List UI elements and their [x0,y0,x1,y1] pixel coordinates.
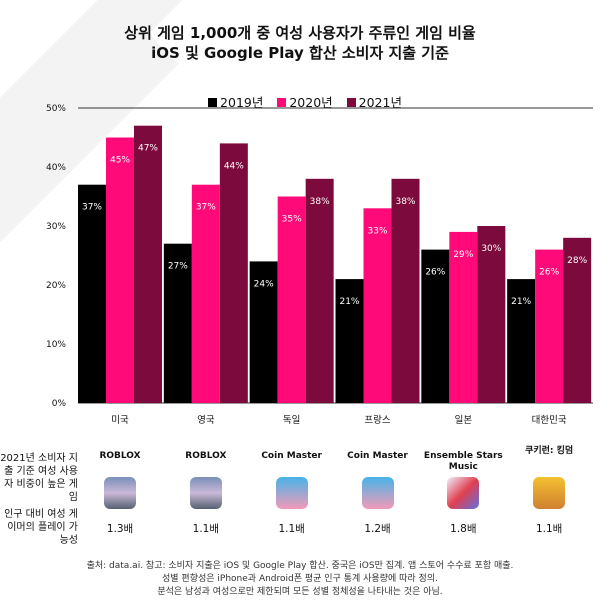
multiplier: 1.2배 [364,523,391,535]
y-tick-label: 30% [46,222,66,232]
data-label: 30% [481,244,501,254]
multiplier: 1.1배 [278,523,305,535]
bar [249,261,278,403]
data-label: 47% [138,144,158,154]
bar [449,231,478,403]
data-label: 21% [511,297,531,307]
bar [219,143,248,403]
row-label-top-games: 2021년 소비자 지출 기준 여성 사용자 비중이 높은 게임 [0,453,78,503]
x-tick-label: 프랑스 [364,414,390,426]
data-label: 27% [168,262,188,272]
data-label: 28% [567,256,587,266]
data-label: 37% [82,203,102,213]
data-label: 37% [196,203,216,213]
chart-title: 상위 게임 1,000개 중 여성 사용자가 주류인 게임 비율 [124,24,476,42]
cookie-run-icon [533,477,566,509]
multiplier: 1.1배 [192,523,219,535]
y-tick-label: 10% [46,340,66,350]
data-label: 38% [395,197,415,207]
multiplier: 1.3배 [106,523,134,535]
bar [277,196,306,403]
y-tick-label: 50% [46,104,66,114]
source-note: 출처: data.ai. 참고: 소비자 지출은 iOS 및 Google Pl… [0,560,600,599]
legend-swatch-2020 [277,98,287,107]
x-tick-label: 독일 [283,415,300,426]
legend-label: 2021년 [358,95,402,110]
data-label: 38% [310,197,330,207]
bar [363,208,392,403]
chart-subtitle: iOS 및 Google Play 합산 소비자 지출 기준 [151,44,449,62]
x-tick-label: 미국 [111,415,129,426]
data-label: 26% [539,268,559,278]
legend-label: 2019년 [220,95,264,110]
data-label: 24% [254,279,274,289]
y-tick-label: 40% [46,163,66,173]
bar-chart: 0% 10% 20% 30% 40% 50% 37% 45% 47% 미국 27% 37% 44% 영국 2… [46,104,593,426]
bar [477,226,506,403]
game-name: Ensemble Stars Music [423,451,503,472]
bar [391,178,420,403]
data-label: 33% [367,226,387,236]
ensemble-stars-icon [447,477,480,509]
roblox-icon [104,477,136,509]
y-tick-label: 0% [52,399,67,409]
legend: 2019년 2020년 2021년 [0,92,600,111]
source-line: 성별 편향성은 iPhone과 Android폰 평균 인구 통계 사용량에 따… [162,574,438,584]
x-tick-label: 대한민국 [532,415,567,426]
bar [335,279,364,403]
legend-swatch-2019 [208,98,218,107]
data-label: 21% [339,297,359,307]
multiplier: 1.1배 [535,523,563,535]
coin-master-icon [361,477,394,509]
data-label: 29% [453,250,473,260]
source-line: 분석은 남성과 여성으로만 제한되며 모든 성별 정체성을 나타내는 것은 아님… [157,587,443,597]
game-name: 쿠키런: 킹덤 [525,446,574,456]
coin-master-icon [275,477,308,509]
bar [163,243,192,403]
bar [78,184,106,403]
game-name: Coin Master [347,451,408,461]
row-label-likelihood: 인구 대비 여성 게이머의 플레이 가능성 [4,509,78,546]
multiplier: 1.8배 [450,523,477,535]
data-label: 26% [425,268,445,278]
game-name: ROBLOX [99,451,141,461]
bar [507,279,536,403]
y-tick-label: 20% [46,281,66,291]
bar [535,249,564,403]
bar [106,137,134,403]
data-label: 35% [282,215,302,225]
bar [305,178,334,403]
bar [421,249,450,403]
legend-label: 2020년 [289,95,333,110]
bar [191,184,220,403]
x-tick-label: 영국 [197,415,215,426]
data-label: 44% [224,161,244,171]
legend-swatch-2021 [346,98,356,107]
bar [563,237,592,403]
source-line: 출처: data.ai. 참고: 소비자 지출은 iOS 및 Google Pl… [86,561,514,571]
data-label: 45% [110,156,130,166]
roblox-icon [189,477,222,509]
x-tick-label: 일본 [455,415,473,426]
game-name: ROBLOX [185,451,227,461]
bar [134,125,162,403]
game-name: Coin Master [261,451,322,461]
